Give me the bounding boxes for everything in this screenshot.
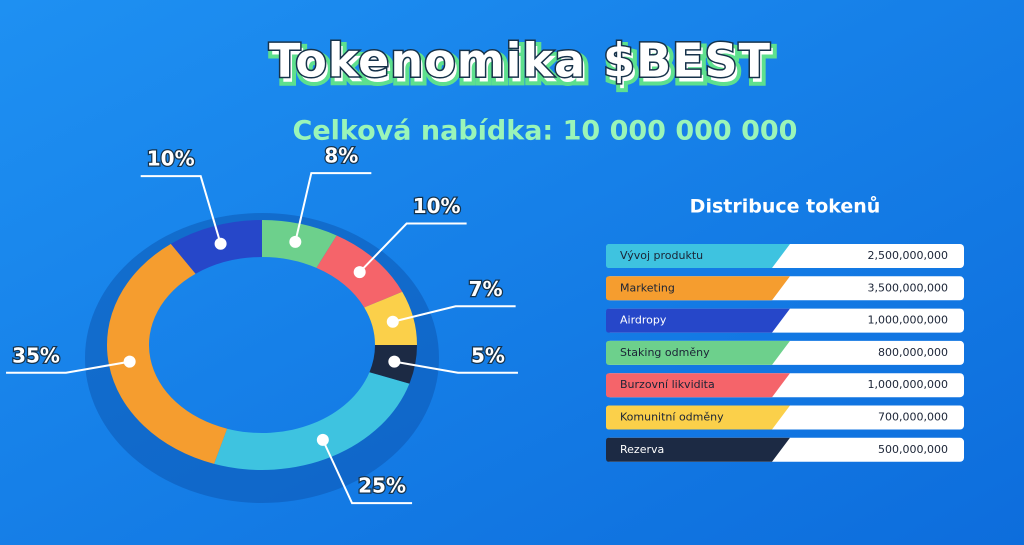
category-label: Airdropy	[620, 314, 667, 327]
callout-dot	[353, 266, 366, 279]
value-label: 10%	[413, 194, 461, 218]
category-label: Rezerva	[620, 443, 664, 456]
value-label: 25%	[358, 474, 406, 498]
category-label: Marketing	[620, 281, 675, 294]
row-color	[606, 340, 790, 365]
legend-title: Distribuce tokenů	[690, 195, 881, 218]
row-color	[606, 405, 790, 430]
amount: 1,000,000,000	[868, 314, 948, 327]
value-label: 5%	[471, 343, 505, 367]
donut: 25% 35% 10% 8% 10% 7% 5%	[6, 142, 518, 505]
row-color	[606, 244, 790, 268]
amount: 1,000,000,000	[868, 378, 948, 391]
donut-slice	[107, 243, 228, 464]
callout-dot	[388, 355, 401, 368]
amount: 2,500,000,000	[868, 249, 948, 262]
chart-title: Tokenomika $BEST	[269, 34, 771, 88]
callout-dot	[289, 235, 302, 248]
category-label: Burzovní likvidita	[620, 378, 715, 391]
value-label: 10%	[147, 147, 195, 171]
callout-line	[140, 175, 222, 244]
value-label: 7%	[469, 277, 503, 301]
callout-line	[358, 222, 467, 273]
value-label: 35%	[12, 343, 60, 367]
amount: 700,000,000	[878, 411, 948, 424]
category-label: Staking odměny	[620, 346, 710, 359]
donut-slice	[214, 372, 410, 470]
amount: 500,000,000	[878, 443, 948, 456]
amount: 800,000,000	[878, 346, 948, 359]
callout-dot	[316, 433, 329, 446]
callout-dot	[214, 237, 227, 250]
row-color	[606, 276, 790, 301]
subtitle: Celková nabídka: 10 000 000 000	[293, 116, 798, 147]
legend-table: Vývoj produktu 2,500,000,000 Marketing 3,50…	[606, 244, 964, 462]
callout-dot	[123, 355, 136, 368]
callout-dot	[386, 315, 399, 328]
row-color	[606, 437, 790, 462]
callout-line	[6, 360, 130, 374]
title-shadow: Tokenomika $BEST	[272, 39, 774, 93]
row-color	[606, 308, 790, 333]
amount: 3,500,000,000	[868, 281, 948, 294]
value-label: 8%	[324, 144, 358, 168]
category-label: Komunitní odměny	[620, 411, 724, 424]
callout-line	[294, 172, 372, 243]
callout-line	[392, 305, 516, 323]
category-label: Vývoj produktu	[620, 249, 703, 262]
row-color	[606, 373, 790, 398]
callout-line	[394, 360, 518, 374]
callout-line	[321, 439, 413, 505]
